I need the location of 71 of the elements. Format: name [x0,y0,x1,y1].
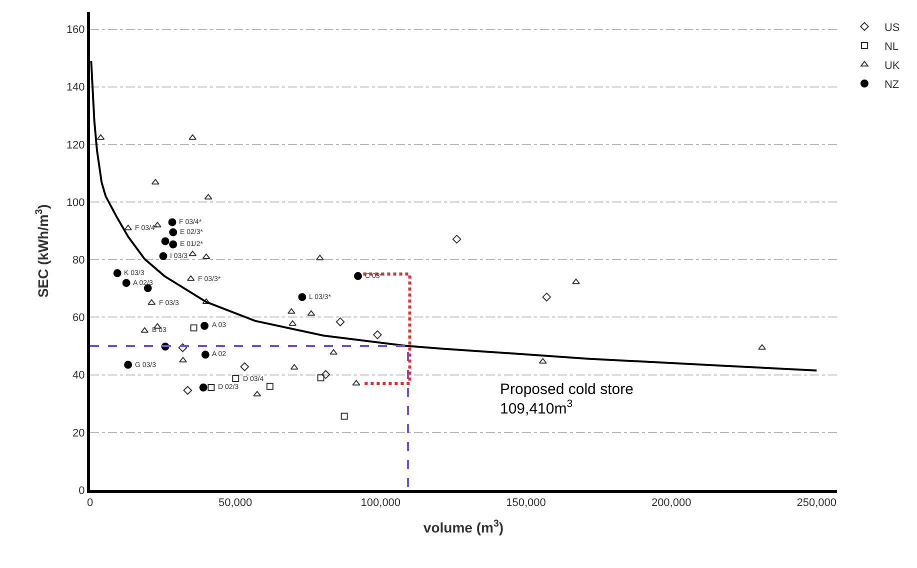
point [208,384,215,391]
point [161,237,170,246]
point [266,382,274,390]
point [122,278,130,287]
point [178,343,188,352]
point [287,308,296,314]
point [199,383,208,392]
point [240,362,250,372]
point [151,178,160,184]
y-tick-label: 80 [72,254,85,266]
point [183,386,192,395]
x-axis-title: volume (m$^{3}$) [423,518,504,536]
point [188,250,197,256]
point [307,310,316,316]
x-tick-label: 250,000 [796,497,837,510]
y-tick-label: 160 [66,24,85,36]
point [542,292,552,302]
point [316,254,324,260]
point [340,412,348,420]
point [321,370,330,379]
point [124,224,132,230]
point [169,228,178,236]
point [538,358,547,364]
point [758,344,766,350]
y-tick-label: 40 [72,370,85,382]
point [330,349,338,355]
point [202,298,210,304]
point [317,374,324,382]
point [190,324,198,332]
point [232,375,240,382]
point [148,299,156,305]
point [572,278,580,284]
point [159,252,168,260]
point [253,390,262,396]
point [201,350,210,359]
annotation: Proposed cold store 109,410m$^{3}$ [500,381,634,418]
point [113,269,122,278]
point [373,330,382,340]
point [354,272,362,280]
point [352,380,360,386]
point [124,360,132,369]
x-tick-label: 0 [86,497,94,510]
y-tick-label: 140 [66,82,85,94]
x-tick-label: 150,000 [506,497,546,510]
point [290,364,298,370]
y-tick-label: 120 [66,139,85,152]
point [200,322,209,330]
point [188,134,197,140]
point [168,218,176,226]
y-tick-label: 0 [78,484,85,497]
point [140,327,149,333]
legend-label: NZ [884,78,900,91]
point [202,254,210,260]
point [186,275,195,281]
legend-label: US [884,22,900,34]
point [169,240,178,248]
y-tick-label: 60 [72,312,85,324]
point [288,320,297,326]
legend-label: NL [884,40,899,53]
point [204,194,212,200]
point [336,317,345,326]
x-tick-label: 200,000 [651,497,692,510]
point [179,356,187,362]
point [298,293,306,302]
x-tick-label: 50,000 [218,497,252,510]
point [452,234,462,244]
y-tick-label: 20 [72,427,85,440]
legend-label: UK [884,60,900,72]
point [96,134,105,140]
y-tick-label: 100 [66,196,85,209]
x-tick-label: 100,000 [360,497,401,510]
